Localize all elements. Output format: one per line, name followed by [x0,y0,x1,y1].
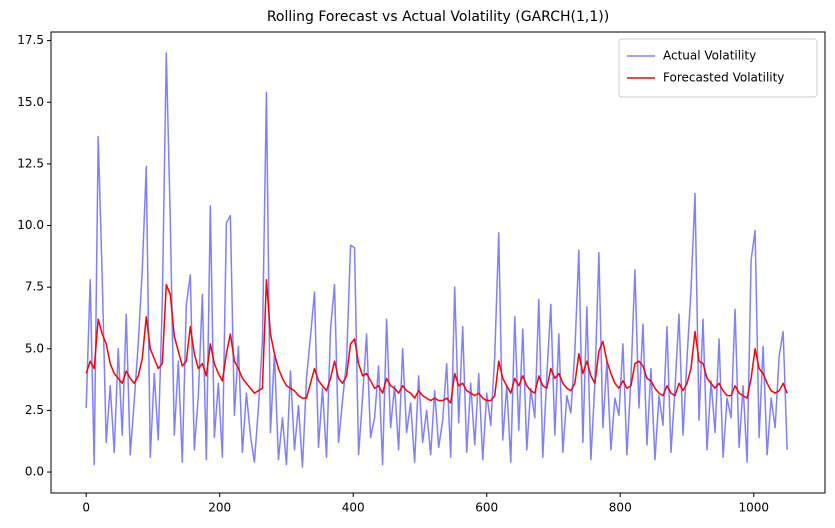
x-tick-label: 600 [475,501,498,515]
x-tick-label: 0 [82,501,90,515]
x-tick-label: 800 [609,501,632,515]
legend-box [618,38,818,98]
axes-frame [50,31,826,494]
y-tick-label: 12.5 [17,156,44,170]
y-tick-label: 15.0 [17,95,44,109]
y-tick-label: 10.0 [17,218,44,232]
y-tick-label: 0.0 [25,465,44,479]
series-line [85,279,788,404]
legend-label: Actual Volatility [663,49,756,63]
y-tick-label: 17.5 [17,33,44,47]
chart-title: Rolling Forecast vs Actual Volatility (G… [267,9,609,25]
y-tick-label: 2.5 [25,403,44,417]
legend-label: Forecasted Volatility [663,71,784,85]
series-line [85,52,788,468]
y-tick-label: 5.0 [25,341,44,355]
y-tick-label: 7.5 [25,280,44,294]
x-tick-label: 1000 [738,501,769,515]
x-tick-label: 200 [208,501,231,515]
x-tick-label: 400 [342,501,365,515]
